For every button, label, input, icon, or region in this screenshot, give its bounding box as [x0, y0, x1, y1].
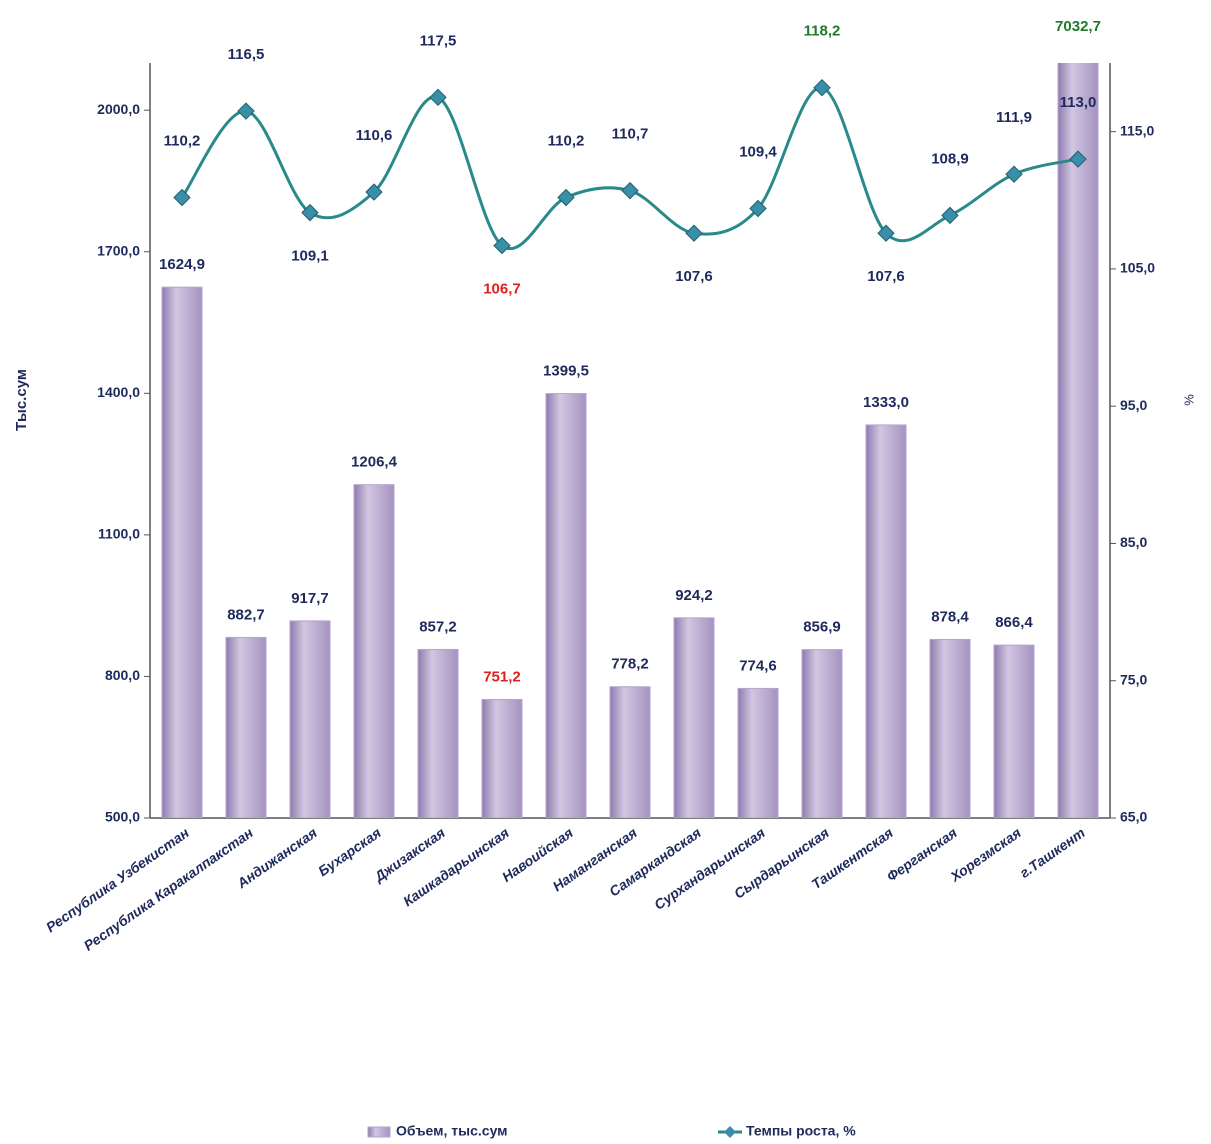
line-marker — [941, 206, 959, 225]
line-marker — [1069, 150, 1087, 168]
line-marker — [749, 199, 767, 218]
line-value-label: 106,7 — [483, 281, 521, 298]
y2-tick-label: 75,0 — [1120, 671, 1147, 687]
bar-value-label: 1624,9 — [159, 256, 205, 273]
plot-area — [161, 63, 1099, 818]
x-tick-label: Хорезмская — [947, 824, 1024, 885]
bar-value-label: 7032,7 — [1055, 18, 1101, 35]
line-marker — [557, 188, 575, 207]
bar — [737, 687, 779, 818]
bar — [353, 484, 395, 818]
line-marker — [621, 181, 639, 200]
bar — [673, 617, 715, 818]
bar-value-label: 857,2 — [419, 618, 457, 635]
y-tick-label: 1700,0 — [97, 242, 140, 258]
line-value-label: 118,2 — [804, 23, 841, 40]
bar-value-label: 878,4 — [931, 608, 969, 625]
legend-swatch — [367, 1126, 391, 1138]
line-marker — [365, 183, 383, 201]
x-tick-label: Ферганская — [884, 824, 960, 884]
line-marker — [301, 203, 319, 222]
line-marker — [237, 102, 255, 120]
legend-marker — [724, 1126, 736, 1138]
line-value-label: 110,2 — [548, 132, 585, 149]
y-tick-label: 1100,0 — [98, 526, 140, 542]
bar — [801, 649, 843, 818]
bar-value-label: 778,2 — [611, 656, 649, 673]
bar-value-label: 1333,0 — [863, 394, 909, 411]
line-value-label: 107,6 — [867, 268, 905, 285]
line-value-label: 108,9 — [931, 150, 969, 167]
y2-tick-label: 95,0 — [1120, 397, 1147, 413]
bar — [417, 648, 459, 818]
y-axis-title: Тыс.сум — [13, 369, 30, 431]
x-tick-label: Сурхандарьинская — [651, 824, 768, 912]
line — [180, 86, 1079, 250]
bar — [225, 636, 267, 818]
bar — [929, 638, 971, 818]
bar-value-label: 751,2 — [483, 668, 521, 685]
bar-value-label: 866,4 — [995, 614, 1033, 631]
line-marker — [813, 79, 831, 97]
y-tick-label: 500,0 — [105, 809, 140, 825]
bar — [545, 393, 587, 818]
bar — [865, 424, 907, 818]
line-value-label: 109,4 — [739, 143, 777, 160]
y-tick-label: 1400,0 — [97, 384, 140, 400]
line-value-label: 110,7 — [612, 126, 649, 143]
legend-label: Темпы роста, % — [746, 1123, 856, 1139]
y2-tick-label: 85,0 — [1120, 534, 1147, 550]
y-tick-label: 2000,0 — [97, 101, 140, 117]
legend-label: Объем, тыс.сум — [396, 1123, 508, 1139]
line-marker — [173, 188, 191, 207]
line-value-label: 116,5 — [228, 46, 265, 63]
x-tick-label: г.Ташкент — [1017, 824, 1088, 881]
bar-value-label: 882,7 — [227, 606, 265, 623]
bar — [161, 286, 203, 818]
bar — [481, 698, 523, 818]
line-marker — [493, 236, 511, 255]
y2-tick-label: 65,0 — [1120, 809, 1147, 825]
bar — [289, 620, 331, 818]
bar-value-label: 856,9 — [803, 619, 841, 636]
line-value-label: 109,1 — [291, 248, 329, 265]
y-tick-label: 800,0 — [105, 667, 140, 683]
bar-value-label: 774,6 — [739, 657, 777, 674]
bar — [609, 686, 651, 818]
x-tick-label: Кашкадарьинская — [400, 824, 512, 909]
line-value-label: 110,6 — [356, 127, 393, 144]
line-value-label: 111,9 — [996, 109, 1032, 126]
bar — [1057, 63, 1099, 818]
line-value-label: 113,0 — [1060, 94, 1097, 111]
y2-axis-title: % — [1181, 394, 1196, 406]
bar-value-label: 1399,5 — [543, 363, 589, 380]
y2-tick-label: 115,0 — [1120, 122, 1154, 138]
line-marker — [685, 224, 703, 242]
bar-value-label: 917,7 — [291, 590, 329, 607]
line-value-label: 110,2 — [164, 132, 201, 149]
line-value-label: 107,6 — [675, 268, 713, 285]
bar — [993, 644, 1035, 818]
line-marker — [429, 88, 447, 107]
line-value-label: 117,5 — [420, 32, 457, 49]
y2-tick-label: 105,0 — [1120, 260, 1155, 276]
bar-value-label: 924,2 — [675, 587, 713, 604]
line-marker — [1005, 165, 1023, 183]
bar-value-label: 1206,4 — [351, 454, 398, 471]
line-marker — [877, 224, 895, 242]
